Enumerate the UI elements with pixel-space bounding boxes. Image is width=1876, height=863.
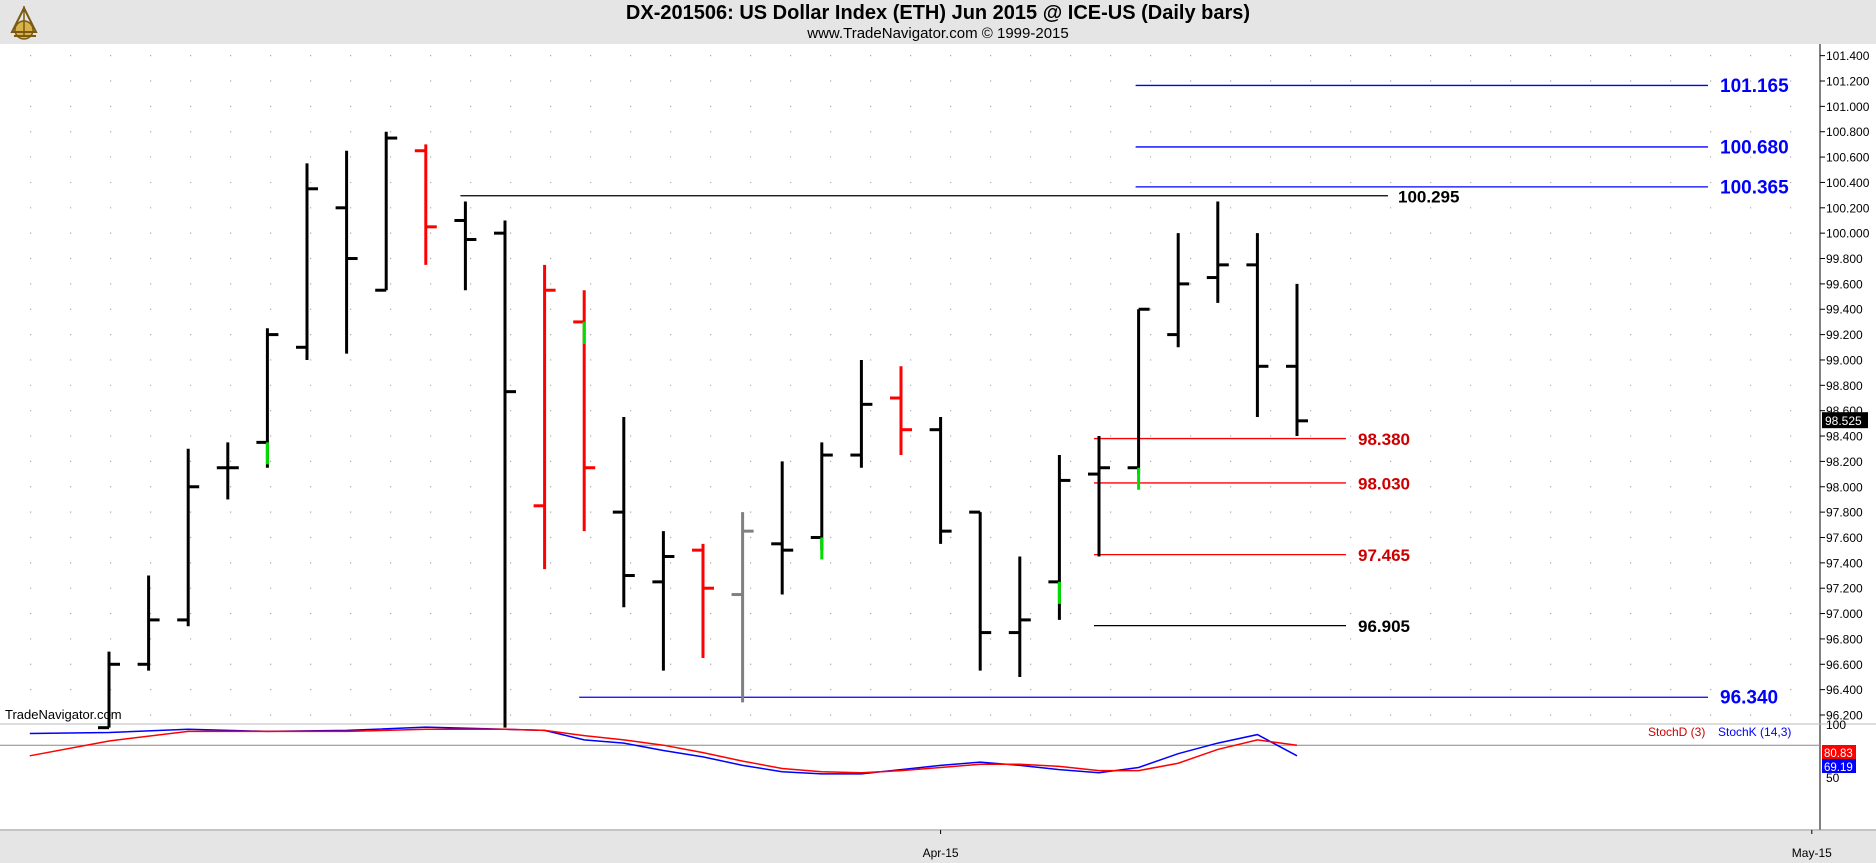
level-label: 97.465	[1358, 546, 1410, 565]
y-tick-label: 100.600	[1826, 151, 1870, 165]
stoch-k-line	[29, 726, 1298, 775]
y-tick-label: 96.200	[1826, 709, 1863, 723]
ohlc-bar	[731, 512, 754, 703]
ohlc-bar	[296, 163, 318, 360]
stoch-tick-label: 50	[1826, 771, 1840, 785]
level-label: 100.295	[1398, 187, 1459, 206]
ohlc-bar	[692, 543, 714, 658]
level-label: 100.365	[1720, 177, 1789, 198]
ohlc-bar	[533, 264, 556, 570]
price-axis: 96.200 96.400 96.600 96.800 97.000 97.200 97.4…	[1820, 49, 1870, 723]
last-price-label: 98.525	[1825, 414, 1862, 428]
ohlc-bar	[177, 448, 200, 627]
ohlc-bar	[1127, 307, 1150, 490]
stoch-last-label: 69.19	[1824, 762, 1853, 774]
y-tick-label: 96.600	[1826, 658, 1863, 672]
level-label: 96.340	[1720, 688, 1778, 709]
ohlc-bar	[810, 442, 833, 560]
ohlc-bar	[494, 220, 516, 728]
ohlc-bar	[652, 531, 675, 671]
y-tick-label: 99.600	[1826, 277, 1863, 291]
x-tick-label: Apr-15	[923, 846, 959, 860]
stochastic-panel: 50 100 StochD (3) StochK (14,3) 80.83 69.19	[0, 718, 1856, 785]
x-tick-label: May-15	[1792, 846, 1832, 860]
grid-dot-rows	[30, 55, 1792, 716]
y-tick-label: 96.800	[1826, 632, 1863, 646]
ohlc-bar	[1246, 233, 1269, 418]
ohlc-bar	[216, 442, 239, 500]
ohlc-bar	[256, 328, 279, 468]
ohlc-bar	[1286, 283, 1308, 437]
ohlc-bar	[98, 651, 120, 730]
y-tick-label: 98.000	[1826, 480, 1863, 494]
ohlc-bar	[1048, 455, 1071, 620]
stoch-legend-label: StochD (3)	[1648, 725, 1705, 739]
y-tick-label: 97.200	[1826, 582, 1863, 596]
ohlc-bar	[890, 366, 912, 456]
y-tick-label: 101.000	[1826, 100, 1870, 114]
y-tick-label: 99.400	[1826, 303, 1863, 317]
y-tick-label: 100.000	[1826, 227, 1870, 241]
price-levels: 101.165 100.680 100.365 100.295 98.380 98.030…	[460, 76, 1789, 709]
ohlc-bar	[375, 131, 398, 292]
watermark-text: TradeNavigator.com	[5, 707, 122, 722]
ohlc-bar	[771, 461, 794, 595]
level-label: 100.680	[1720, 137, 1789, 158]
y-tick-label: 100.200	[1826, 201, 1870, 215]
y-tick-label: 98.400	[1826, 430, 1863, 444]
ohlc-bar	[573, 290, 596, 532]
chart-header: DX-201506: US Dollar Index (ETH) Jun 201…	[0, 0, 1876, 44]
panel-frames	[0, 44, 1876, 863]
ohlc-bar	[850, 359, 873, 468]
ohlc-bar	[969, 510, 992, 671]
ohlc-bar	[454, 201, 477, 291]
stoch-last-box	[1822, 745, 1856, 759]
date-axis: Apr-15 May-15	[923, 830, 1832, 860]
y-tick-label: 97.000	[1826, 607, 1863, 621]
y-tick-label: 98.800	[1826, 379, 1863, 393]
y-tick-label: 96.400	[1826, 683, 1863, 697]
ohlc-bar	[1088, 436, 1110, 557]
ohlc-bar	[335, 150, 358, 354]
stoch-last-box	[1822, 759, 1856, 773]
ohlc-bar	[1206, 201, 1229, 303]
y-tick-label: 97.800	[1826, 506, 1863, 520]
ohlc-bar	[1167, 233, 1190, 348]
level-label: 98.380	[1358, 430, 1410, 449]
trade-navigator-logo-icon	[4, 2, 44, 42]
y-tick-label: 101.400	[1826, 49, 1870, 63]
y-tick-label: 99.800	[1826, 252, 1863, 266]
level-label: 96.905	[1358, 617, 1410, 636]
y-tick-label: 100.800	[1826, 125, 1870, 139]
chart-subtitle: www.TradeNavigator.com © 1999-2015	[807, 25, 1069, 42]
y-tick-label: 100.400	[1826, 176, 1870, 190]
grid-dots	[30, 55, 1792, 716]
ohlc-bar	[1008, 556, 1031, 677]
level-label: 98.030	[1358, 474, 1410, 493]
stoch-tick-label: 100	[1826, 718, 1846, 732]
y-tick-label: 99.000	[1826, 353, 1863, 367]
last-price-box	[1822, 412, 1868, 429]
level-label: 101.165	[1720, 76, 1789, 97]
ohlc-bar	[612, 417, 635, 608]
chart-title: DX-201506: US Dollar Index (ETH) Jun 201…	[625, 2, 1251, 24]
stoch-last-label: 80.83	[1824, 748, 1853, 760]
ohlc-bars	[98, 131, 1308, 730]
stoch-d-line	[29, 728, 1298, 774]
y-tick-label: 98.200	[1826, 455, 1863, 469]
y-tick-label: 97.400	[1826, 556, 1863, 570]
ohlc-bar	[929, 417, 952, 544]
stoch-legend-label: StochK (14,3)	[1718, 725, 1791, 739]
ohlc-bar	[414, 144, 437, 265]
date-axis-strip	[0, 831, 1876, 863]
ohlc-bar	[137, 575, 160, 671]
y-tick-label: 99.200	[1826, 328, 1863, 342]
y-tick-label: 97.600	[1826, 531, 1863, 545]
y-tick-label: 101.200	[1826, 75, 1870, 89]
